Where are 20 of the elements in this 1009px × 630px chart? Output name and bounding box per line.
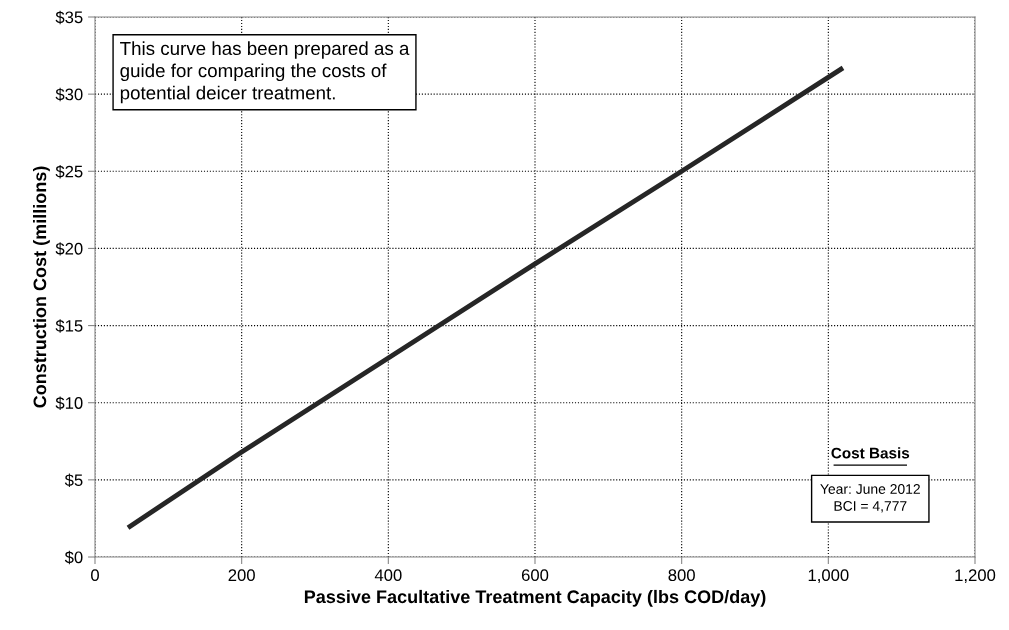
y-tick-label: $20 <box>55 242 83 256</box>
annotation: Year: June 2012 BCI = 4,777 <box>820 484 920 513</box>
y-tick-label: $25 <box>55 164 83 179</box>
x-tick-label: 1,000 <box>808 569 849 584</box>
x-tick-label: 200 <box>228 569 255 582</box>
y-tick-label: $15 <box>55 319 83 333</box>
y-axis-title: Construction Cost (millions) <box>33 166 50 408</box>
x-tick-label: 400 <box>374 569 402 582</box>
y-tick-label: $35 <box>55 10 83 25</box>
y-tick-label: $0 <box>64 550 83 565</box>
x-tick-label: 800 <box>668 569 695 582</box>
x-tick-label: 1,200 <box>955 569 996 584</box>
y-tick-label: $30 <box>55 87 83 102</box>
x-tick-label: 600 <box>521 569 549 582</box>
x-axis-title: Passive Facultative Treatment Capacity (lbs COD/day) <box>304 589 766 607</box>
x-tick-label: 0 <box>91 569 99 582</box>
y-tick-label: $5 <box>64 473 83 488</box>
annotation: Cost Basis <box>831 447 910 459</box>
annotation: This curve has been prepared as a guide for comparing the costs of potential deicer treatment. <box>120 41 410 104</box>
y-tick-label: $10 <box>55 396 83 410</box>
